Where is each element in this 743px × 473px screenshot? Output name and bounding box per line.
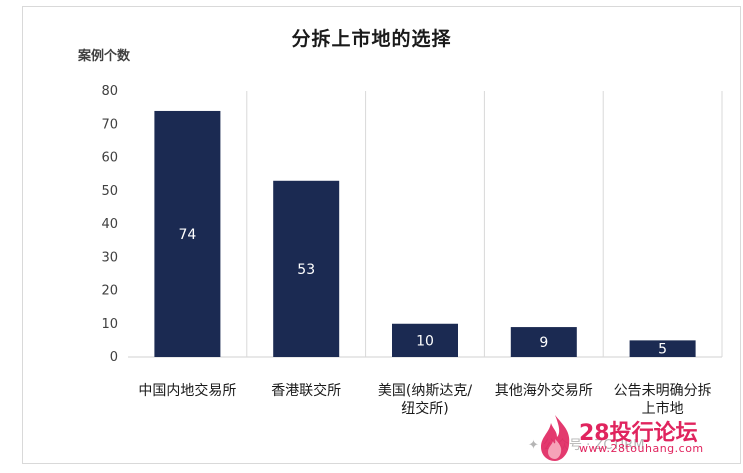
bar-value-label: 9 bbox=[539, 335, 548, 351]
bar-value-label: 5 bbox=[658, 342, 667, 358]
y-tick-label: 60 bbox=[101, 151, 118, 166]
bar bbox=[629, 340, 696, 357]
x-tick-label: 中国内地交易所 bbox=[138, 383, 237, 399]
y-tick-label: 70 bbox=[101, 117, 118, 132]
brand-url: www.28touhang.com bbox=[579, 442, 704, 455]
brand-text: 投行论坛 bbox=[609, 421, 698, 446]
bar-value-label: 10 bbox=[416, 333, 434, 349]
y-tick-label: 10 bbox=[101, 317, 118, 332]
x-tick-label: 其他海外交易所 bbox=[494, 383, 593, 399]
bar bbox=[510, 327, 577, 357]
y-tick-label: 30 bbox=[101, 250, 118, 265]
y-tick-label: 50 bbox=[101, 184, 118, 199]
x-tick-label: 香港联交所 bbox=[271, 383, 342, 399]
brand-number: 28 bbox=[579, 421, 610, 446]
chart-frame bbox=[22, 6, 741, 464]
x-tick-label: 公告未明确分拆 上市地 bbox=[613, 383, 712, 417]
bar bbox=[154, 110, 221, 357]
wechat-icon: ✦ bbox=[528, 438, 539, 453]
flame-logo-icon bbox=[541, 415, 570, 461]
brand-title: 28投行论坛 bbox=[579, 415, 698, 447]
bar bbox=[392, 323, 458, 357]
brand-watermark: 28投行论坛 www.28touhang.com bbox=[521, 411, 721, 465]
x-tick-label: 美国(纳斯达克/纽交所) bbox=[377, 383, 473, 417]
bar bbox=[273, 180, 340, 357]
chart-title: 分拆上市地的选择 bbox=[291, 28, 452, 50]
bar-value-label: 53 bbox=[297, 262, 315, 278]
y-tick-label: 80 bbox=[101, 84, 118, 99]
bar-value-label: 74 bbox=[178, 227, 196, 243]
y-tick-label: 0 bbox=[110, 350, 118, 365]
y-axis-label: 案例个数 bbox=[78, 49, 131, 64]
y-tick-label: 40 bbox=[101, 217, 118, 232]
y-tick-label: 20 bbox=[101, 284, 118, 299]
